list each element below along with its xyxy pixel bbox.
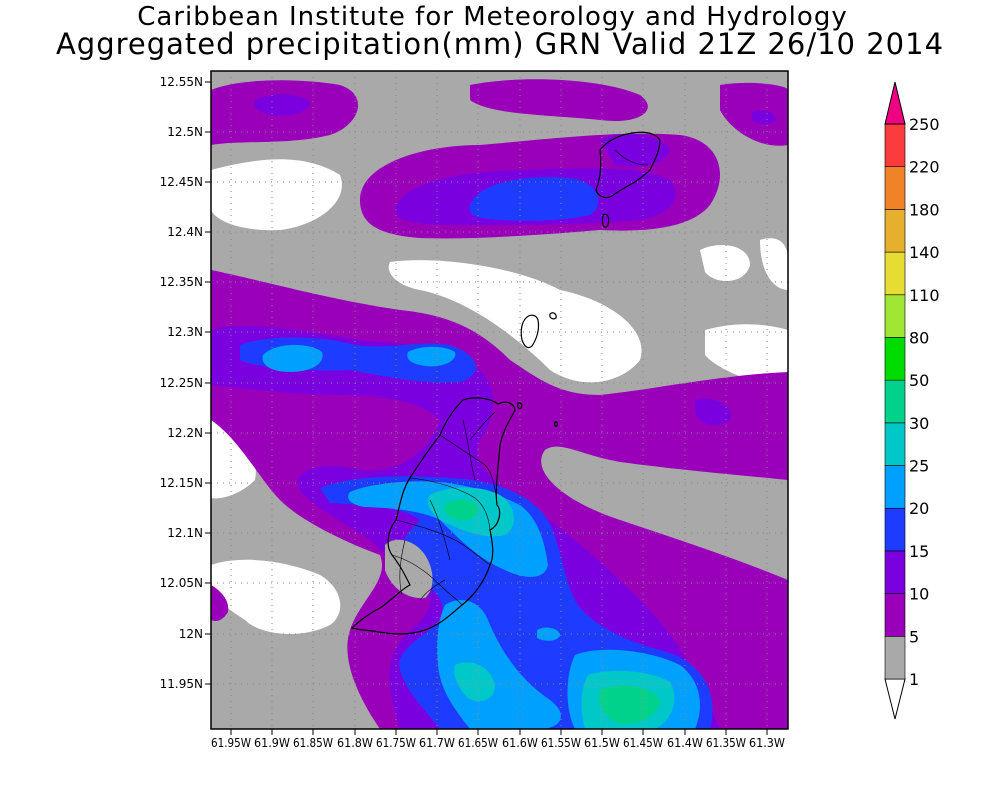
lat-label: 12.25N — [160, 376, 203, 390]
lon-label: 61.75W — [376, 736, 416, 750]
lon-label: 61.6W — [502, 736, 538, 750]
grenada-island — [350, 397, 516, 635]
legend-level-label: 220 — [909, 158, 940, 177]
legend-level-label: 250 — [909, 115, 940, 134]
legend-color-box — [884, 550, 906, 594]
lon-label: 61.45W — [623, 736, 663, 750]
legend-level-label: 15 — [909, 542, 929, 561]
legend-level-label: 25 — [909, 457, 929, 476]
legend-color-box — [884, 294, 906, 338]
legend-color-box — [884, 636, 906, 680]
legend-color-box — [884, 123, 906, 167]
legend-color-box — [884, 465, 906, 509]
lon-label: 61.55W — [541, 736, 581, 750]
map-frame — [210, 70, 789, 730]
legend-level-label: 5 — [909, 627, 919, 646]
lat-label: 12N — [179, 627, 203, 641]
legend-color-box — [884, 166, 906, 210]
legend-color-box — [884, 422, 906, 466]
lat-label: 12.45N — [160, 175, 203, 189]
lat-label: 12.5N — [167, 125, 203, 139]
legend-color-box — [884, 209, 906, 253]
legend-color-box — [884, 593, 906, 637]
lat-label: 12.05N — [160, 576, 203, 590]
legend-color-box — [884, 251, 906, 296]
rain-30-50-areas — [444, 499, 660, 725]
lat-label: 12.55N — [160, 75, 203, 89]
lon-label: 61.9W — [254, 736, 290, 750]
legend-level-label: 140 — [909, 243, 940, 262]
lat-label: 12.1N — [167, 526, 203, 540]
lon-tick-marks — [230, 729, 768, 735]
legend-level-label: 110 — [909, 286, 940, 305]
lat-label: 12.35N — [160, 275, 203, 289]
lon-label: 61.3W — [749, 736, 785, 750]
lat-label: 11.95N — [160, 677, 203, 691]
petite-martinique-island — [520, 314, 540, 349]
carriacou-island — [595, 131, 661, 199]
grenada-internal-lines — [391, 149, 649, 606]
legend-level-label: 10 — [909, 585, 929, 604]
map-subtitle: Aggregated precipitation(mm) GRN Valid 2… — [55, 27, 945, 61]
map-title: Caribbean Institute for Meteorology and … — [137, 2, 848, 32]
lon-label: 61.95W — [211, 736, 251, 750]
legend-level-label: 30 — [909, 414, 929, 433]
lat-tick-marks — [205, 81, 211, 685]
legend-level-label: 1 — [909, 670, 919, 689]
lat-label: 12.3N — [167, 325, 203, 339]
legend-color-box — [884, 337, 906, 381]
lon-label: 61.7W — [419, 736, 455, 750]
legend-color-box — [884, 507, 906, 552]
legend-level-label: 20 — [909, 499, 929, 518]
legend-bottom-triangle — [884, 678, 906, 720]
lon-label: 61.4W — [667, 736, 703, 750]
precipitation-field — [211, 71, 788, 729]
legend-top-triangle — [884, 81, 906, 125]
map-gridlines — [211, 71, 788, 729]
legend-level-label: 80 — [909, 328, 929, 347]
lat-tick-labels: 12.55N 12.5N 12.45N 12.4N 12.35N 12.3N 1… — [160, 75, 203, 691]
lon-label: 61.85W — [293, 736, 333, 750]
lat-label: 12.2N — [167, 426, 203, 440]
lon-label: 61.35W — [706, 736, 746, 750]
lat-label: 12.4N — [167, 225, 203, 239]
lon-label: 61.5W — [584, 736, 620, 750]
legend-level-label: 50 — [909, 371, 929, 390]
island-outlines — [350, 131, 661, 635]
lat-label: 12.15N — [160, 476, 203, 490]
legend-level-label: 180 — [909, 200, 940, 219]
lon-label: 61.8W — [337, 736, 373, 750]
lon-label: 61.65W — [458, 736, 498, 750]
legend-color-box — [884, 379, 906, 424]
lon-tick-labels: 61.95W 61.9W 61.85W 61.8W 61.75W 61.7W 6… — [211, 736, 785, 750]
